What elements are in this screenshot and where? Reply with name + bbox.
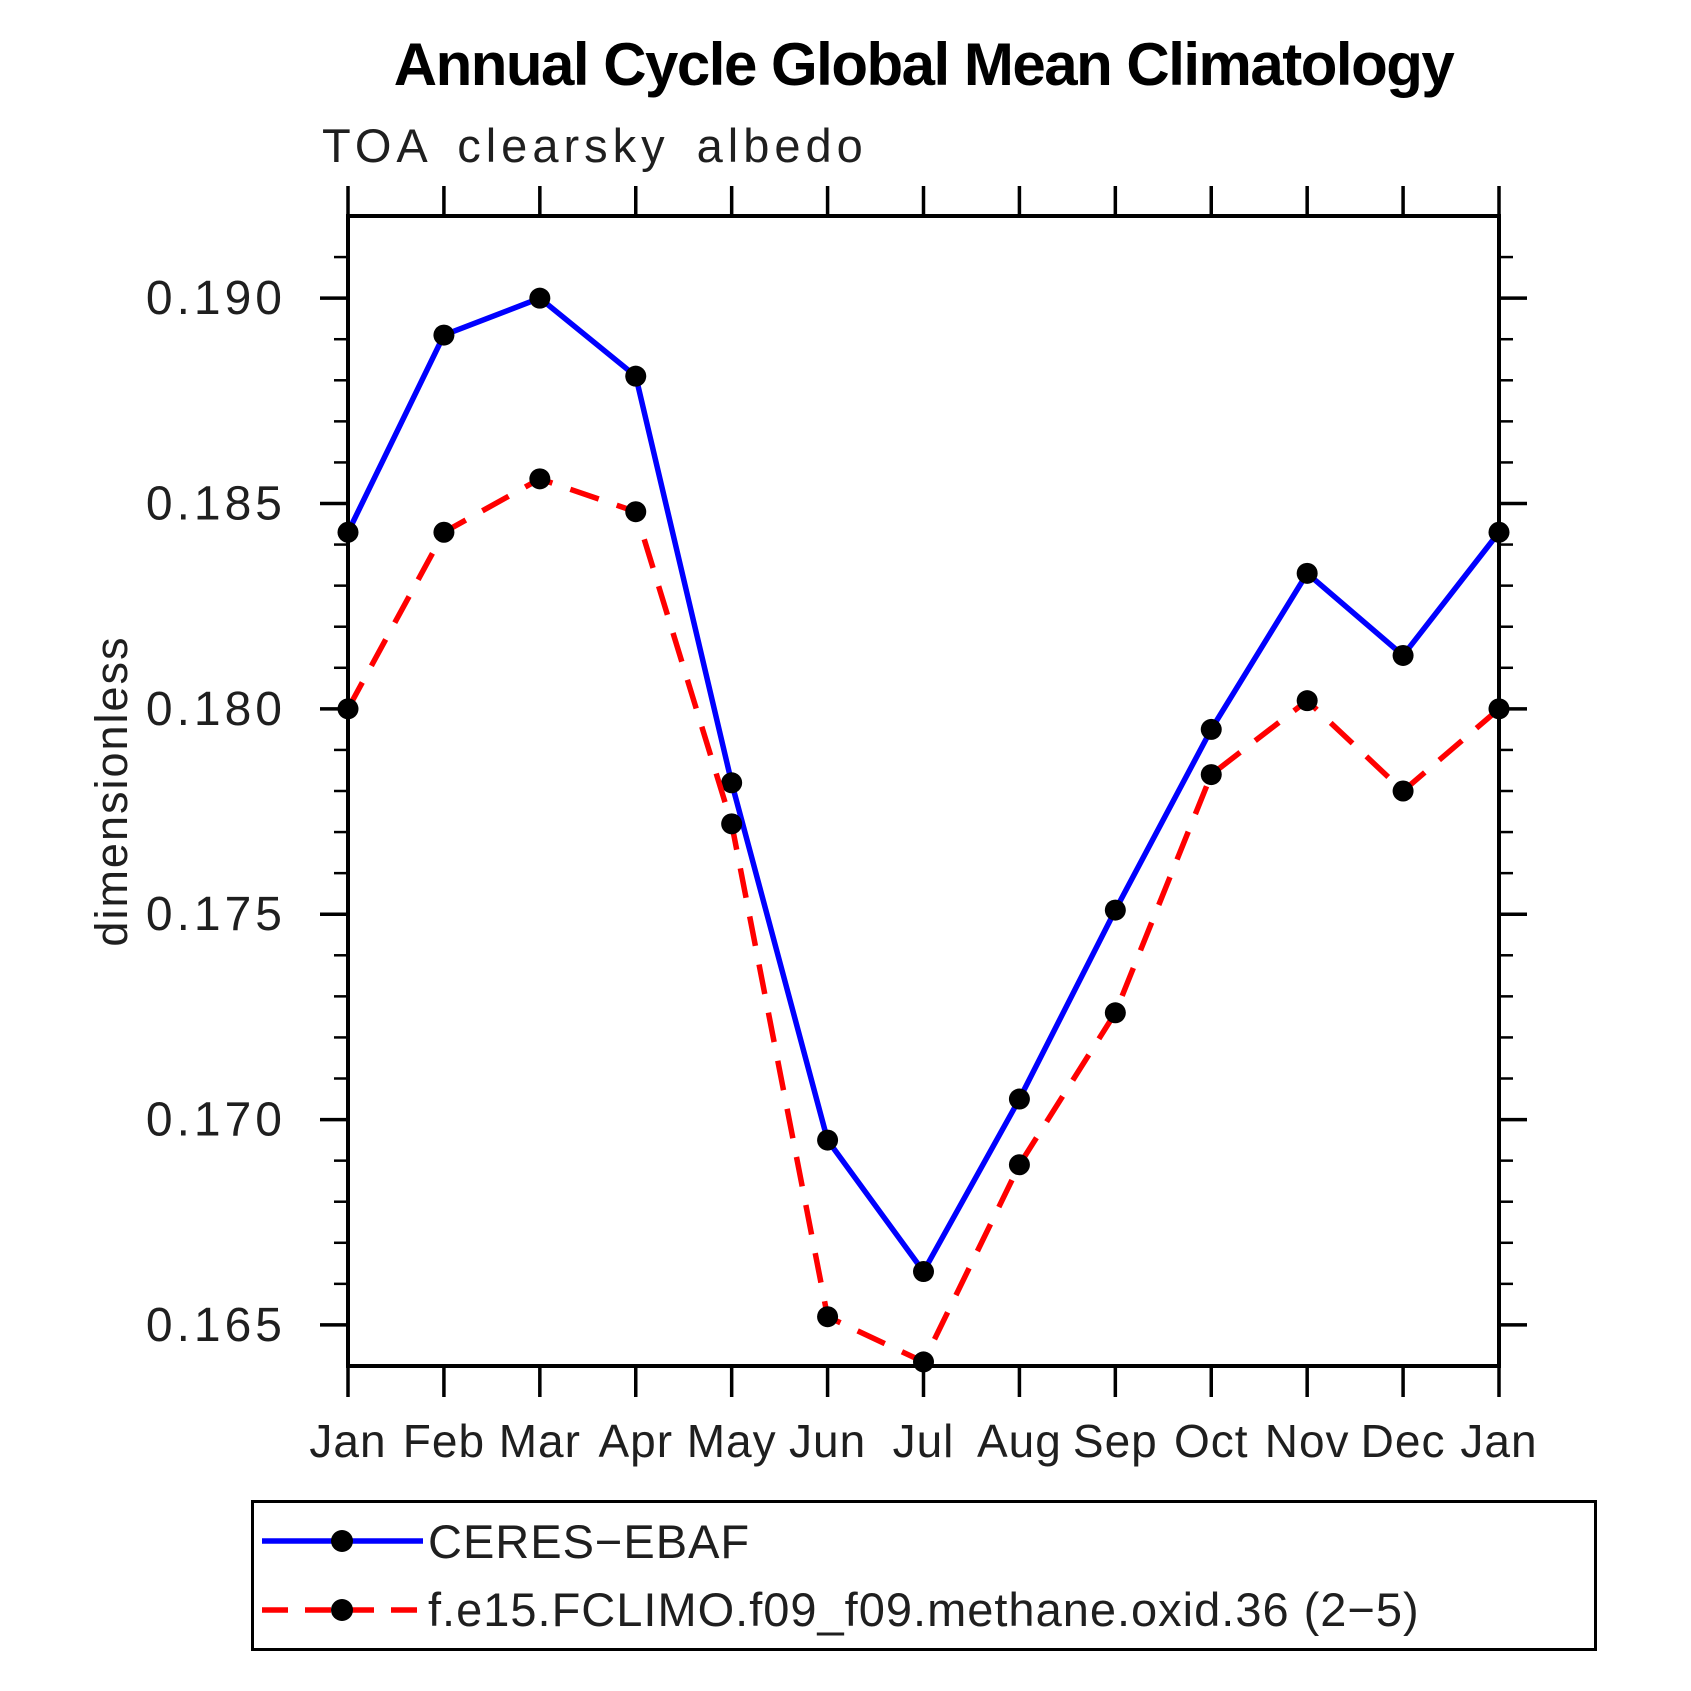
series-line-0 bbox=[345, 295, 1502, 1277]
data-point bbox=[433, 521, 455, 543]
legend-item-ceres-ebaf: CERES−EBAF bbox=[260, 1508, 1594, 1574]
svg-text:Jan: Jan bbox=[309, 1415, 386, 1467]
data-point bbox=[1296, 690, 1318, 712]
data-point bbox=[721, 813, 743, 835]
data-point bbox=[1008, 1154, 1030, 1176]
svg-text:Sep: Sep bbox=[1073, 1415, 1158, 1467]
svg-text:0.180: 0.180 bbox=[146, 683, 286, 736]
svg-text:Nov: Nov bbox=[1265, 1415, 1350, 1467]
data-point bbox=[1200, 718, 1222, 740]
data-point bbox=[817, 1306, 839, 1328]
data-point bbox=[529, 287, 551, 309]
data-point bbox=[1488, 698, 1510, 720]
svg-text:Jul: Jul bbox=[893, 1415, 955, 1467]
data-point bbox=[1200, 764, 1222, 786]
chart-title: Annual Cycle Global Mean Climatology bbox=[393, 31, 1455, 98]
data-point bbox=[721, 772, 743, 794]
data-point bbox=[1008, 1088, 1030, 1110]
data-point bbox=[337, 698, 359, 720]
data-point bbox=[337, 521, 359, 543]
svg-text:Aug: Aug bbox=[977, 1415, 1062, 1467]
chart-subtitle: TOA clearsky albedo bbox=[322, 119, 868, 172]
svg-text:May: May bbox=[687, 1415, 777, 1467]
data-point bbox=[1104, 1002, 1126, 1024]
svg-text:Jun: Jun bbox=[789, 1415, 866, 1467]
data-point bbox=[1392, 780, 1414, 802]
data-point bbox=[1296, 562, 1318, 584]
plot-frame bbox=[346, 214, 1501, 1368]
data-point bbox=[913, 1351, 934, 1373]
data-point bbox=[913, 1261, 934, 1283]
legend-line-sample-solid bbox=[262, 1530, 423, 1553]
legend-label: CERES−EBAF bbox=[428, 1514, 751, 1568]
legend-box: CERES−EBAF f.e15.FCLIMO.f09_f09.methane.… bbox=[251, 1500, 1597, 1651]
data-point bbox=[433, 324, 455, 346]
series-1 bbox=[337, 468, 1510, 1373]
data-point bbox=[1392, 644, 1414, 666]
svg-text:Jan: Jan bbox=[1460, 1415, 1537, 1467]
legend-item-model: f.e15.FCLIMO.f09_f09.methane.oxid.36 (2−… bbox=[260, 1577, 1594, 1643]
axis-ticks bbox=[320, 186, 1527, 1397]
data-point bbox=[1104, 899, 1126, 921]
series-line-1 bbox=[345, 475, 1501, 1366]
x-tick-labels: Jan Feb Mar Apr May Jun Jul Aug Sep Oct Nov Dec Jan bbox=[309, 1415, 1537, 1467]
data-point bbox=[529, 468, 551, 490]
svg-text:Dec: Dec bbox=[1361, 1415, 1446, 1467]
legend-label: f.e15.FCLIMO.f09_f09.methane.oxid.36 (2−… bbox=[428, 1583, 1420, 1637]
data-point bbox=[817, 1129, 839, 1151]
data-point bbox=[625, 365, 647, 387]
svg-text:0.190: 0.190 bbox=[146, 272, 286, 325]
data-point bbox=[1488, 521, 1510, 543]
y-tick-labels: 0.165 0.170 0.175 0.180 0.185 0.190 bbox=[146, 272, 286, 1352]
svg-text:Mar: Mar bbox=[499, 1415, 581, 1467]
legend-line-sample-dashed bbox=[262, 1598, 423, 1621]
svg-text:Apr: Apr bbox=[598, 1415, 673, 1467]
svg-text:Oct: Oct bbox=[1174, 1415, 1249, 1467]
data-point bbox=[625, 501, 647, 523]
svg-text:0.185: 0.185 bbox=[146, 478, 286, 531]
svg-text:Feb: Feb bbox=[403, 1415, 485, 1467]
series-0 bbox=[337, 287, 1510, 1283]
svg-text:0.175: 0.175 bbox=[146, 888, 286, 941]
svg-text:0.170: 0.170 bbox=[146, 1094, 286, 1147]
svg-text:0.165: 0.165 bbox=[146, 1299, 286, 1352]
